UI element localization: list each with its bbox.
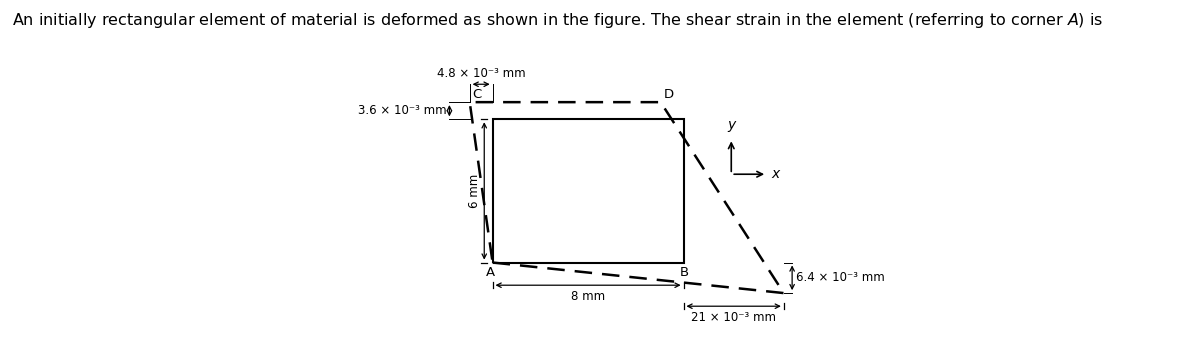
Text: 4.8 × 10⁻³ mm: 4.8 × 10⁻³ mm <box>437 67 526 80</box>
Text: $x$: $x$ <box>770 167 781 181</box>
Text: C: C <box>473 88 482 101</box>
Text: A: A <box>486 266 494 279</box>
Text: 3.6 × 10⁻³ mm: 3.6 × 10⁻³ mm <box>358 104 446 117</box>
Text: D: D <box>664 88 673 101</box>
Text: $y$: $y$ <box>727 119 738 134</box>
Text: 6.4 × 10⁻³ mm: 6.4 × 10⁻³ mm <box>796 271 884 284</box>
Text: B: B <box>680 266 689 279</box>
Text: 6 mm: 6 mm <box>468 174 481 208</box>
Text: 8 mm: 8 mm <box>571 290 605 303</box>
Text: 21 × 10⁻³ mm: 21 × 10⁻³ mm <box>691 310 776 324</box>
Text: An initially rectangular element of material is deformed as shown in the figure.: An initially rectangular element of mate… <box>12 11 1103 30</box>
